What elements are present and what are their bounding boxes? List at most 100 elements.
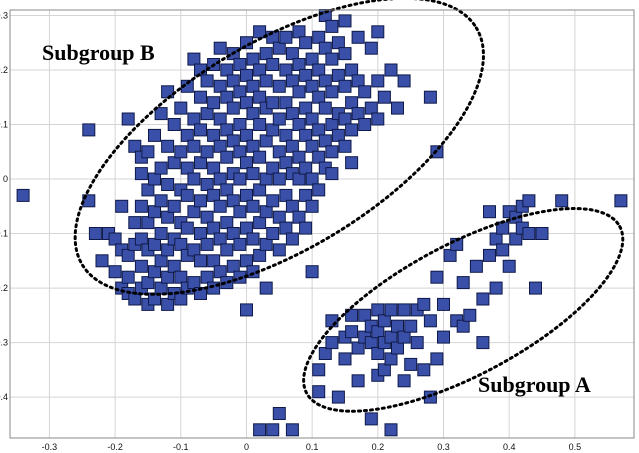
data-point bbox=[213, 139, 227, 153]
data-point bbox=[246, 52, 260, 66]
data-point bbox=[338, 112, 352, 126]
data-point bbox=[437, 297, 450, 311]
data-point bbox=[266, 123, 280, 137]
data-point bbox=[417, 363, 431, 377]
data-point bbox=[384, 352, 398, 366]
tick-labels: -0.3 -0.2 -0.1 0 0.1 0.2 0.3 0.4 0.5 -0.4 -0.3 -0.2… bbox=[0, 10, 581, 452]
data-point bbox=[266, 58, 280, 71]
data-point bbox=[496, 243, 510, 257]
data-point bbox=[463, 308, 477, 322]
data-point bbox=[318, 134, 332, 148]
data-point bbox=[318, 101, 332, 115]
data-point bbox=[371, 25, 385, 39]
data-point bbox=[200, 237, 214, 251]
data-point bbox=[246, 107, 260, 121]
data-point bbox=[200, 178, 214, 191]
data-point bbox=[207, 221, 221, 235]
data-point bbox=[456, 276, 470, 290]
data-point bbox=[207, 161, 221, 175]
data-point bbox=[272, 243, 286, 257]
data-point bbox=[285, 107, 299, 121]
subgroup-b-ellipse bbox=[73, 0, 485, 296]
data-point bbox=[180, 79, 194, 93]
data-point bbox=[259, 134, 273, 148]
data-point bbox=[161, 297, 175, 311]
data-point bbox=[338, 79, 352, 93]
data-point bbox=[233, 145, 247, 159]
data-point bbox=[148, 292, 161, 306]
data-point bbox=[240, 128, 253, 142]
data-point bbox=[128, 139, 142, 153]
data-point bbox=[325, 336, 339, 350]
data-point bbox=[154, 227, 168, 240]
data-point bbox=[108, 265, 122, 279]
data-point bbox=[384, 423, 398, 437]
data-point bbox=[423, 314, 437, 328]
data-point bbox=[194, 90, 207, 104]
data-point bbox=[292, 172, 306, 186]
data-point bbox=[358, 118, 372, 131]
data-point bbox=[397, 330, 411, 344]
data-point bbox=[180, 188, 194, 202]
data-point bbox=[489, 281, 503, 295]
data-point bbox=[187, 172, 201, 186]
data-point bbox=[469, 259, 483, 273]
data-point bbox=[299, 161, 313, 175]
data-point bbox=[121, 270, 135, 284]
data-points bbox=[16, 9, 628, 437]
data-point bbox=[220, 90, 234, 104]
data-point bbox=[364, 41, 378, 55]
data-point bbox=[220, 243, 234, 257]
data-point bbox=[194, 254, 207, 268]
data-point bbox=[364, 101, 378, 115]
data-point bbox=[226, 227, 240, 240]
data-point bbox=[187, 243, 201, 257]
data-point bbox=[240, 221, 253, 235]
data-point bbox=[305, 199, 319, 213]
data-point bbox=[134, 167, 148, 181]
data-point bbox=[285, 74, 299, 88]
data-point bbox=[377, 363, 391, 377]
data-point bbox=[233, 118, 247, 131]
data-point bbox=[331, 390, 345, 404]
data-point bbox=[345, 123, 359, 137]
data-point bbox=[299, 36, 313, 50]
data-point bbox=[312, 123, 326, 137]
data-point bbox=[325, 314, 339, 328]
data-point bbox=[299, 68, 313, 82]
data-point bbox=[371, 74, 385, 88]
data-point bbox=[128, 216, 142, 230]
data-point bbox=[272, 79, 286, 93]
data-point bbox=[226, 74, 240, 88]
data-point bbox=[535, 227, 549, 240]
data-point bbox=[312, 90, 326, 104]
data-point bbox=[115, 199, 129, 213]
data-point bbox=[345, 308, 359, 322]
y-tick-label: -0.1 bbox=[0, 229, 8, 239]
data-point bbox=[180, 161, 194, 175]
data-point bbox=[377, 90, 391, 104]
data-point bbox=[240, 68, 253, 82]
plot-frame bbox=[9, 9, 635, 439]
x-tick-label: 0.1 bbox=[306, 442, 319, 452]
data-point bbox=[266, 227, 280, 240]
data-point bbox=[285, 232, 299, 246]
data-point bbox=[305, 265, 319, 279]
data-point bbox=[351, 107, 365, 121]
data-point bbox=[404, 319, 418, 333]
data-point bbox=[325, 167, 339, 181]
data-point bbox=[266, 423, 280, 437]
data-point bbox=[148, 265, 161, 279]
data-point bbox=[194, 156, 207, 170]
data-point bbox=[397, 303, 411, 317]
data-point bbox=[476, 336, 490, 350]
data-point bbox=[404, 357, 418, 371]
data-point bbox=[154, 194, 168, 208]
data-point bbox=[259, 281, 273, 295]
data-point bbox=[253, 423, 267, 437]
data-point bbox=[266, 194, 280, 208]
data-point bbox=[483, 205, 496, 219]
subgroup-b-label: Subgroup B bbox=[42, 40, 155, 65]
data-point bbox=[141, 145, 155, 159]
data-point bbox=[318, 41, 332, 55]
